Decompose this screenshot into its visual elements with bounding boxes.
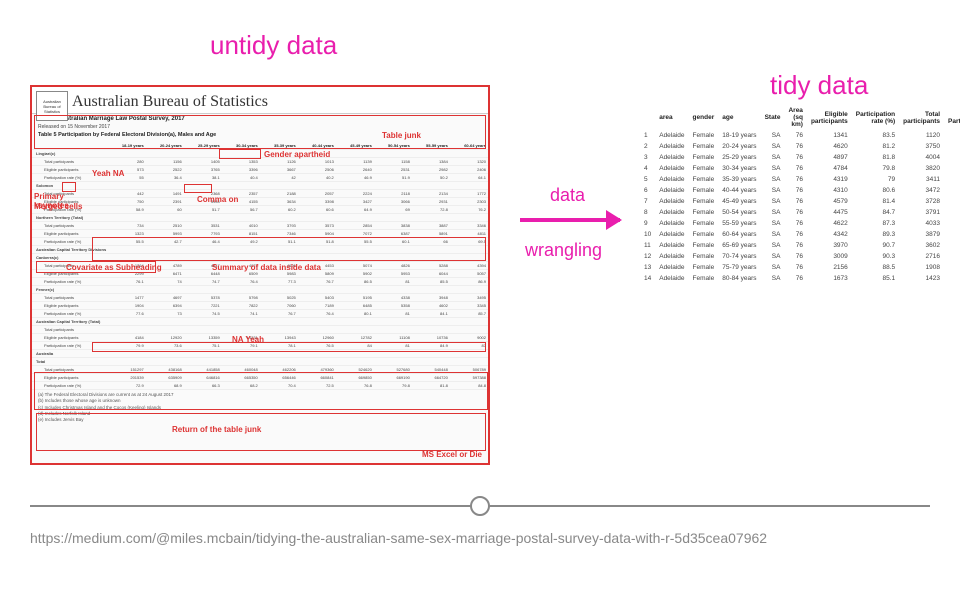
annot-box-gender <box>219 149 261 159</box>
arrow-icon <box>520 218 620 222</box>
annot-covariate: Covariate as Subheading <box>66 263 162 272</box>
annot-box-nayeah <box>92 342 486 352</box>
footer-dot-icon <box>470 496 490 516</box>
annot-ms-excel: MS Excel or Die <box>422 450 482 459</box>
annot-merged-cells: Merged cells <box>34 202 82 211</box>
annot-gender: Gender apartheid <box>264 150 330 159</box>
arrow-label-data: data <box>550 185 585 206</box>
annot-summary: Summary of data inside data <box>212 263 321 272</box>
annot-box-summary <box>92 237 486 261</box>
annot-box-australia <box>34 372 488 410</box>
annot-return-junk: Return of the table junk <box>172 425 261 434</box>
annot-box-comma <box>184 184 212 193</box>
untidy-spreadsheet: Australian Bureau of Statistics Australi… <box>30 85 490 465</box>
untidy-heading: untidy data <box>210 30 337 61</box>
tidy-heading: tidy data <box>770 70 868 101</box>
arrow-label-wrangling: wrangling <box>525 240 602 261</box>
tidy-table-container: areagenderageStateArea (sq km)Eligible p… <box>640 105 950 365</box>
annot-na-yeah: NA Yeah <box>232 335 264 344</box>
annot-yeah-na: Yeah NA <box>92 169 124 178</box>
annot-comma-on: Comma on <box>197 195 238 204</box>
annot-box-primary <box>62 182 76 192</box>
tidy-table: areagenderageStateArea (sq km)Eligible p… <box>640 105 960 284</box>
slide: untidy data tidy data Australian Bureau … <box>0 0 960 600</box>
abs-org-title: Australian Bureau of Statistics <box>32 87 488 114</box>
footer-url: https://medium.com/@miles.mcbain/tidying… <box>30 530 767 546</box>
annot-table-junk: Table junk <box>382 131 421 140</box>
